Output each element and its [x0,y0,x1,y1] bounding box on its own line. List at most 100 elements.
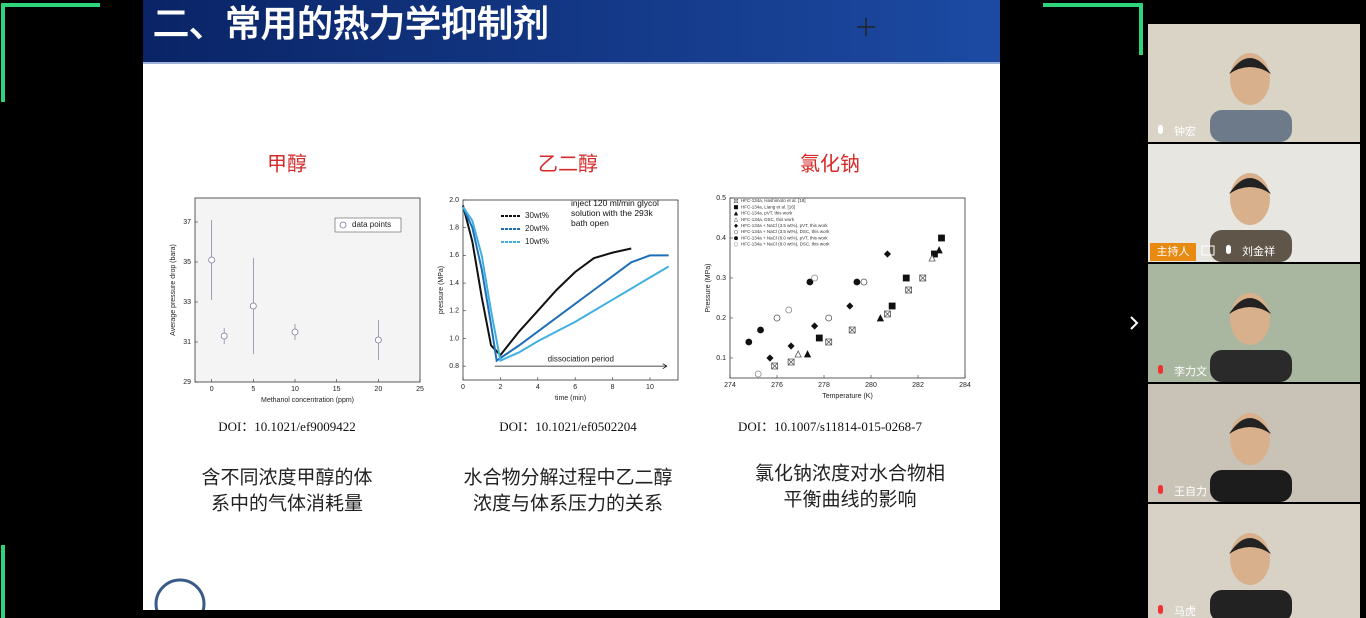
corner-bracket [1,3,100,102]
data-point [374,336,382,344]
participant-name: 刘金祥 [1242,244,1275,258]
y-tick-label: 2.0 [449,197,459,204]
doi: DOI：10.1021/ef9009422 [218,419,356,434]
mic-icon [1226,245,1231,254]
x-tick-label: 280 [865,382,877,389]
y-tick-label: 1.6 [449,252,459,259]
person-hair [1229,418,1271,434]
data-point [846,302,854,310]
caption-line: 含不同浓度甲醇的体 [201,467,372,489]
legend-label: 30wt% [525,211,549,220]
person-hair [1229,298,1271,314]
share-icon [1201,245,1215,256]
chart: 0 5 10 15 20 25 29 31 33 35 37 Methanol concentrati… [170,197,424,404]
next-arrow[interactable] [1130,316,1139,330]
plot-frame [462,199,679,381]
participant-name: 李力文 [1174,364,1207,378]
legend-label: HFC-134a, Liang et al. [16] [741,204,795,209]
y-tick-label: 1.8 [449,225,459,232]
data-point [803,350,812,358]
legend-marker [733,198,739,204]
y-tick-label: 0.4 [716,235,726,242]
doi: DOI：10.1021/ef0502204 [499,419,637,434]
y-tick-label: 1.4 [449,280,459,287]
data-point [208,256,216,264]
data-point [794,350,802,358]
legend-label: HFC-134a, DSC, this work [741,217,795,222]
y-tick-label: 31 [183,339,191,346]
y-tick-label: 0.1 [716,355,726,362]
chart-annotation: inject 120 ml/min glycol solution with t… [571,198,659,228]
column-heading: 乙二醇 [538,152,598,176]
data-point [811,274,818,282]
data-point [888,302,896,310]
slide-column: 甲醇 DOI：10.1021/ef9009422 含不同浓度甲醇的体系中的气体消耗量… [170,152,424,515]
y-axis-label: Pressure (MPa) [705,263,712,312]
plot-frame [729,197,966,379]
y-tick-label: 33 [183,299,191,306]
x-tick-label: 10 [291,386,299,393]
data-point [815,334,823,342]
column-heading: 甲醇 [267,152,307,176]
person-body [1210,590,1292,618]
data-point [757,326,764,334]
data-point [825,314,833,322]
data-point [919,274,927,282]
mic-icon [1158,365,1163,374]
legend-label: 10wt% [525,237,549,246]
legend-label: HFC-134a + NaCl (8.0 wt%), pVT, this wor… [741,235,828,240]
plot-frame [194,197,421,383]
chart-annotation: dissociation period [548,354,614,363]
caption-line: 浓度与体系压力的关系 [473,493,663,515]
x-tick-label: 282 [912,382,924,389]
x-tick-label: 284 [959,382,971,389]
legend-box [334,217,402,233]
legend-label: HFC-134a + NaCl (3.5 wt%), pVT, this wor… [741,223,828,228]
slide-bottom-edge [143,610,1000,618]
x-tick-label: 274 [724,382,736,389]
legend-label: HFC-134a + NaCl (8.0 wt%), DSC, this wor… [741,242,830,247]
data-point [806,278,814,286]
x-axis-label: Temperature (K) [822,393,873,400]
mic-icon [1158,125,1163,134]
y-tick-label: 0.8 [449,363,459,370]
x-tick-label: 25 [416,386,424,393]
mic-icon [1158,605,1163,614]
y-tick-label: 37 [183,219,191,226]
text-box: inject 120 ml/min glycol solution with t… [571,198,659,228]
data-point [249,302,257,310]
data-point [754,370,762,378]
person-body [1210,230,1292,262]
x-tick-label: 2 [498,384,502,391]
data-point [220,332,228,340]
data-point [825,338,833,346]
data-point [785,306,793,314]
x-axis-label: time (min) [555,395,586,402]
legend-label: 20wt% [525,224,549,233]
legend-marker [339,221,347,229]
x-tick-label: 15 [333,386,341,393]
chart: 274 276 278 280 282 284 0.1 0.2 0.3 0.4 0.5 Tempera… [705,195,971,400]
data-point [935,246,943,254]
mic-icon [1158,485,1163,494]
data-point [876,314,885,322]
data-point [931,250,938,258]
person-body [1210,470,1292,502]
person-body [1210,110,1292,142]
caption-line: 水合物分解过程中乙二醇 [463,467,672,489]
person-body [1210,350,1292,382]
y-tick-label: 0.3 [716,275,726,282]
data-point [884,310,891,318]
video-tile: 主持人 刘金祥 [1148,144,1360,262]
x-tick-label: 4 [536,384,540,391]
move-cursor [857,18,875,36]
x-tick-label: 6 [573,384,577,391]
corner-bracket [1043,3,1143,55]
data-point [928,254,936,262]
university-logo [154,578,206,618]
legend-marker [733,236,739,241]
data-point [745,338,753,346]
data-point [787,358,795,366]
data-point [811,322,819,330]
